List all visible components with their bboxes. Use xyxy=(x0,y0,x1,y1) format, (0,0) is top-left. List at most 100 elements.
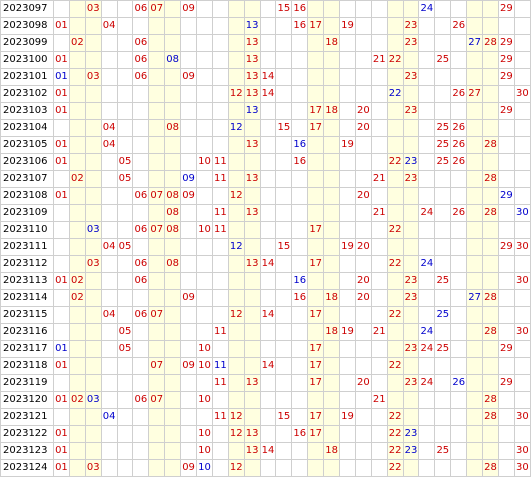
number-cell-blue: 08 xyxy=(164,51,182,69)
number-cell-empty xyxy=(370,221,388,239)
table-row: 2023112 03 06 08 13 14 17 22 24 xyxy=(0,255,532,273)
number-cell-empty xyxy=(243,221,261,239)
number-cell-empty xyxy=(196,170,213,188)
number-cell-empty xyxy=(482,17,499,35)
number-cell-red: 08 xyxy=(164,221,182,239)
number-cell-red: 16 xyxy=(291,17,309,35)
number-cell-empty xyxy=(148,204,166,222)
number-cell-empty xyxy=(497,442,515,460)
number-cell-empty xyxy=(52,323,70,341)
number-cell-empty xyxy=(148,425,166,443)
number-cell-empty xyxy=(402,238,420,256)
number-cell-red: 30 xyxy=(513,238,532,256)
number-cell-empty xyxy=(339,187,356,205)
number-cell-empty xyxy=(100,170,118,188)
number-cell-empty xyxy=(180,391,197,409)
number-cell-empty xyxy=(323,136,341,154)
number-cell-empty xyxy=(196,102,213,120)
number-cell-empty xyxy=(339,425,356,443)
number-cell-red: 17 xyxy=(307,425,325,443)
number-cell-red: 19 xyxy=(339,408,356,426)
number-cell-empty xyxy=(132,170,150,188)
number-cell-red: 20 xyxy=(354,238,372,256)
number-cell-empty xyxy=(370,17,388,35)
number-cell-empty xyxy=(339,289,356,307)
number-cell-empty xyxy=(386,68,404,86)
number-cell-empty xyxy=(482,306,499,324)
number-cell-empty xyxy=(402,136,420,154)
number-cell-empty xyxy=(164,340,182,358)
number-cell-red: 15 xyxy=(275,238,293,256)
table-row: 2023108 01 06 07 08 09 12 20 29 xyxy=(0,187,532,205)
number-cell-empty xyxy=(52,289,70,307)
number-cell-empty xyxy=(450,0,468,18)
number-cell-empty xyxy=(482,51,499,69)
table-row: 2023116 05 11 18 19 21 24 28 30 xyxy=(0,323,532,341)
number-cell-empty xyxy=(291,119,309,137)
number-cell-empty xyxy=(323,17,341,35)
number-cell-empty xyxy=(497,425,515,443)
number-cell-empty xyxy=(339,34,356,52)
number-cell-empty xyxy=(243,238,261,256)
number-cell-empty xyxy=(291,340,309,358)
number-cell-empty xyxy=(434,425,452,443)
number-cell-red: 20 xyxy=(354,119,372,137)
number-cell-empty xyxy=(482,102,499,120)
number-cell-empty xyxy=(259,51,277,69)
number-cell-empty xyxy=(132,136,150,154)
number-cell-red: 10 xyxy=(196,425,213,443)
issue-number: 2023106 xyxy=(0,153,54,171)
number-cell-empty xyxy=(418,289,436,307)
number-cell-empty xyxy=(307,391,325,409)
table-row: 2023114 02 09 16 18 20 23 27 28 xyxy=(0,289,532,307)
number-cell-empty xyxy=(180,51,197,69)
number-cell-red: 22 xyxy=(386,51,404,69)
issue-number: 2023097 xyxy=(0,0,54,18)
number-cell-empty xyxy=(196,85,213,103)
number-cell-red: 11 xyxy=(211,323,229,341)
number-cell-empty xyxy=(323,170,341,188)
number-cell-empty xyxy=(180,153,197,171)
number-cell-blue: 27 xyxy=(466,34,484,52)
number-cell-empty xyxy=(513,221,532,239)
number-cell-blue: 23 xyxy=(402,425,420,443)
number-cell-empty xyxy=(68,306,86,324)
number-cell-empty xyxy=(180,221,197,239)
number-cell-empty xyxy=(196,238,213,256)
number-cell-red: 10 xyxy=(196,357,213,375)
number-cell-empty xyxy=(482,85,499,103)
number-cell-red: 30 xyxy=(513,85,532,103)
issue-number: 2023112 xyxy=(0,255,54,273)
number-cell-empty xyxy=(450,340,468,358)
number-cell-empty xyxy=(148,85,166,103)
number-cell-empty xyxy=(180,238,197,256)
number-cell-empty xyxy=(211,68,229,86)
number-cell-empty xyxy=(116,374,134,392)
number-cell-empty xyxy=(418,238,436,256)
number-cell-red: 30 xyxy=(513,408,532,426)
number-cell-empty xyxy=(243,289,261,307)
number-cell-empty xyxy=(164,425,182,443)
number-cell-empty xyxy=(84,238,102,256)
number-cell-empty xyxy=(196,187,213,205)
number-cell-empty xyxy=(84,374,102,392)
number-cell-empty xyxy=(164,289,182,307)
number-cell-empty xyxy=(275,459,293,477)
table-row: 2023102 01 12 13 14 22 26 27 30 xyxy=(0,85,532,103)
number-cell-empty xyxy=(275,102,293,120)
number-cell-empty xyxy=(386,119,404,137)
number-cell-empty xyxy=(466,0,484,18)
number-cell-empty xyxy=(354,459,372,477)
number-cell-empty xyxy=(84,340,102,358)
number-cell-empty xyxy=(513,187,532,205)
number-cell-red: 06 xyxy=(132,255,150,273)
table-row: 2023106 01 05 10 11 16 22 23 25 26 xyxy=(0,153,532,171)
number-cell-red: 19 xyxy=(339,323,356,341)
number-cell-red: 26 xyxy=(450,136,468,154)
number-cell-empty xyxy=(116,204,134,222)
number-cell-blue: 13 xyxy=(243,17,261,35)
number-cell-empty xyxy=(148,459,166,477)
number-cell-empty xyxy=(211,459,229,477)
number-cell-empty xyxy=(84,119,102,137)
